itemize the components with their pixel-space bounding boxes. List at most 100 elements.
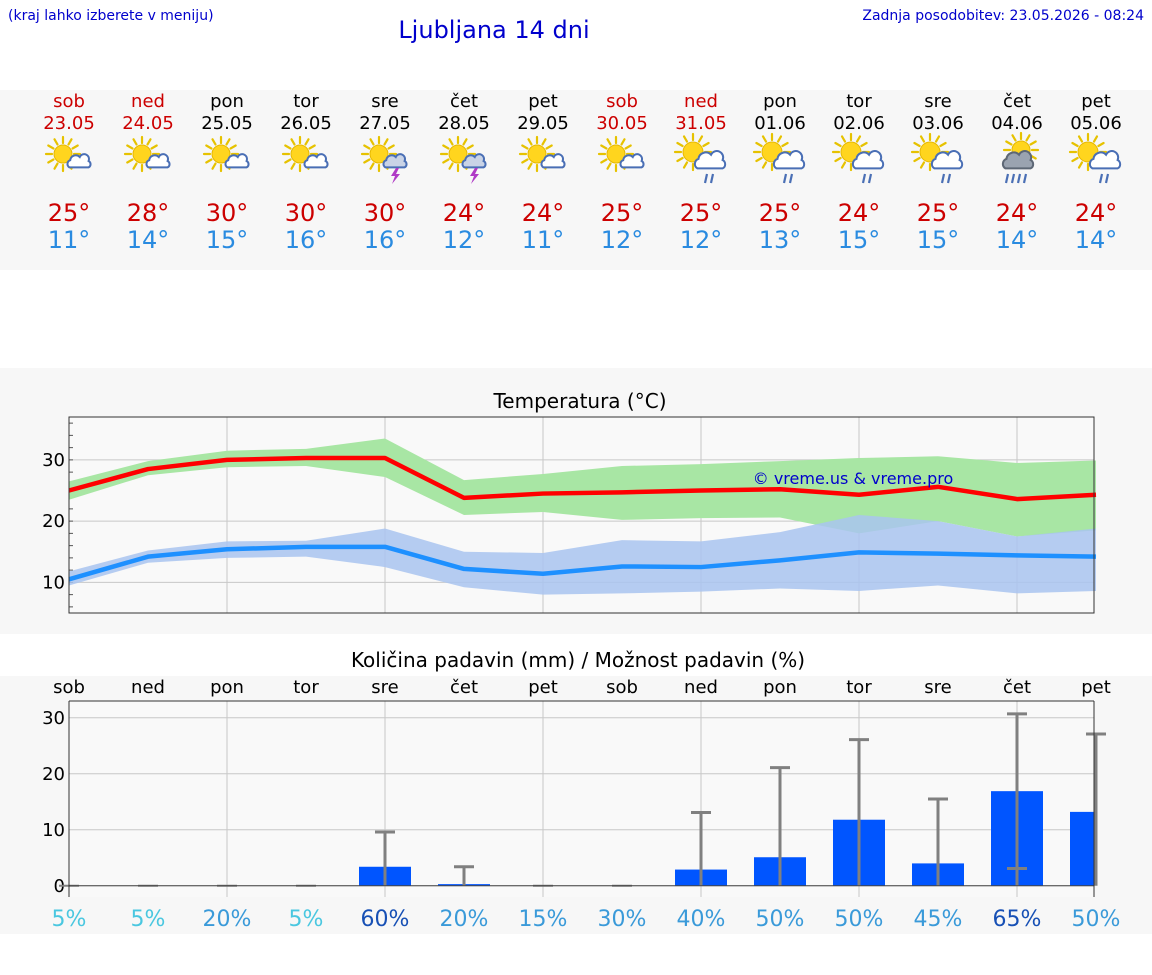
day-date: 23.05 — [43, 113, 95, 134]
min-temperature: 12° — [443, 226, 486, 254]
sun-cloud-storm-icon — [439, 135, 487, 184]
x-tick-label: pon — [210, 677, 244, 698]
x-tick-label: sob — [606, 677, 638, 698]
location-hint[interactable]: (kraj lahko izberete v meniju) — [8, 8, 214, 24]
sun-cloud-icon — [44, 135, 92, 173]
max-temperature-band — [69, 438, 1096, 537]
precipitation-chance: 40% — [677, 907, 726, 932]
max-temperature: 24° — [522, 199, 565, 227]
y-tick-label: 10 — [42, 820, 65, 841]
watermark: © vreme.us & vreme.pro — [753, 469, 954, 488]
y-tick-label: 30 — [42, 450, 65, 471]
day-name: pet — [528, 91, 558, 112]
sun-cloud-rain-icon — [1068, 132, 1122, 184]
min-temperature: 15° — [917, 226, 960, 254]
max-temperature: 30° — [206, 199, 249, 227]
precipitation-chance: 50% — [1072, 907, 1121, 932]
day-name: ned — [684, 91, 718, 112]
x-tick-label: tor — [846, 677, 872, 698]
min-temperature: 12° — [680, 226, 723, 254]
min-temperature: 16° — [364, 226, 407, 254]
min-temperature: 15° — [838, 226, 881, 254]
max-temperature: 25° — [680, 199, 723, 227]
day-name: pet — [1081, 91, 1111, 112]
max-temperature: 24° — [1075, 199, 1118, 227]
precipitation-chance: 5% — [289, 907, 324, 932]
forecast-strip-band — [0, 90, 1152, 270]
x-tick-label: pet — [1081, 677, 1111, 698]
day-name: čet — [450, 91, 478, 112]
precipitation-chance: 45% — [914, 907, 963, 932]
x-tick-label: sre — [371, 677, 398, 698]
x-tick-label: čet — [450, 677, 478, 698]
plot-frame — [68, 416, 1095, 614]
max-temperature: 24° — [838, 199, 881, 227]
max-temperature: 28° — [127, 199, 170, 227]
x-tick-label: ned — [131, 677, 165, 698]
precipitation-chance: 60% — [361, 907, 410, 932]
y-tick-label: 30 — [42, 708, 65, 729]
precipitation-chance: 5% — [131, 907, 166, 932]
page-title: Ljubljana 14 dni — [398, 16, 590, 44]
min-temperature: 11° — [522, 226, 565, 254]
x-tick-label: pet — [528, 677, 558, 698]
sun-cloud-rain-icon — [910, 132, 964, 184]
day-name: tor — [293, 91, 319, 112]
min-temperature: 14° — [1075, 226, 1118, 254]
max-temperature: 24° — [443, 199, 486, 227]
day-name: pon — [210, 91, 244, 112]
min-temperature-band — [69, 515, 1096, 595]
sun-cloud-storm-icon — [360, 135, 408, 184]
min-temperature: 12° — [601, 226, 644, 254]
sun-cloud-rain-icon — [673, 132, 727, 184]
sun-cloud-rain-icon — [752, 132, 806, 184]
precipitation-chance: 5% — [52, 907, 87, 932]
y-tick-label: 20 — [42, 764, 65, 785]
day-date: 26.05 — [280, 113, 332, 134]
day-date: 27.05 — [359, 113, 411, 134]
forecast-strip: sob23.0525°11°ned24.0528°14°pon25.0530°1… — [43, 91, 1122, 254]
x-tick-label: čet — [1003, 677, 1031, 698]
day-name: sre — [371, 91, 398, 112]
sun-cloud-icon — [281, 135, 329, 173]
temperature-chart: Temperatura (°C) 10 20 30 © vreme.us & vreme… — [42, 389, 1097, 614]
min-temperature: 15° — [206, 226, 249, 254]
precipitation-chance: 15% — [519, 907, 568, 932]
day-date: 02.06 — [833, 113, 885, 134]
day-name: čet — [1003, 91, 1031, 112]
day-date: 31.05 — [675, 113, 727, 134]
min-temperature: 14° — [127, 226, 170, 254]
min-temperature: 16° — [285, 226, 328, 254]
temperature-chart-title: Temperatura (°C) — [492, 389, 666, 413]
day-name: sob — [606, 91, 638, 112]
day-date: 30.05 — [596, 113, 648, 134]
day-date: 25.05 — [201, 113, 253, 134]
min-temperature-line — [68, 544, 1097, 582]
sun-cloud-icon — [202, 135, 250, 173]
precipitation-bar — [1070, 811, 1094, 886]
day-date: 03.06 — [912, 113, 964, 134]
x-tick-label: sob — [53, 677, 85, 698]
x-tick-label: ned — [684, 677, 718, 698]
precipitation-chance: 30% — [598, 907, 647, 932]
max-temperature-line — [68, 455, 1097, 502]
sun-cloud-icon — [597, 135, 645, 173]
precipitation-chance: 50% — [835, 907, 884, 932]
max-temperature: 25° — [601, 199, 644, 227]
day-name: sre — [924, 91, 951, 112]
x-tick-label: pon — [763, 677, 797, 698]
day-date: 24.05 — [122, 113, 174, 134]
precipitation-chance: 65% — [993, 907, 1042, 932]
sun-grey-cloud-heavy-rain-icon — [1001, 131, 1040, 184]
